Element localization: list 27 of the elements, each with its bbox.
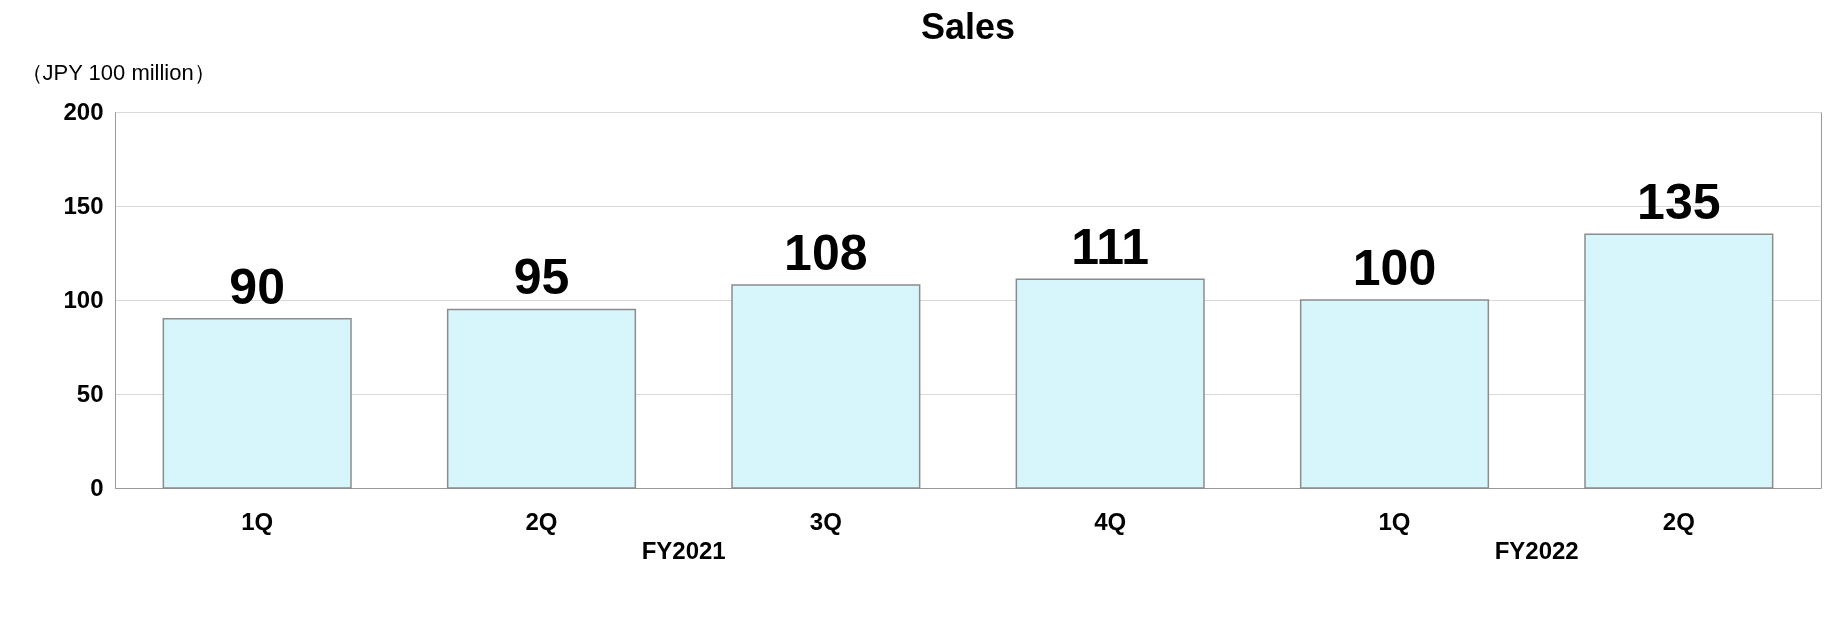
- data-label: 100: [1352, 240, 1437, 296]
- data-label: 108: [784, 224, 868, 281]
- x-tick-label: 2Q: [1662, 507, 1695, 535]
- data-label: 111: [1071, 219, 1150, 276]
- text: FY2022: [1494, 537, 1579, 564]
- bar: [1015, 278, 1205, 489]
- y-tick-label: 50: [76, 379, 104, 407]
- bar: [731, 284, 921, 489]
- bar: [446, 308, 637, 489]
- text: FY2021: [641, 537, 726, 564]
- data-label: 95: [513, 249, 570, 306]
- x-tick-label: 1Q: [1378, 507, 1411, 535]
- data-label: 90: [229, 258, 285, 315]
- bar: [1299, 299, 1490, 489]
- x-tick-label: 2Q: [525, 507, 558, 535]
- y-tick-label: 150: [63, 191, 104, 219]
- x-tick-label: 3Q: [809, 507, 842, 535]
- bar: [162, 318, 352, 489]
- x-tick-label: 1Q: [241, 507, 274, 535]
- bar: [1584, 233, 1774, 489]
- data-label: 135: [1637, 174, 1721, 231]
- x-tick-label: 4Q: [1094, 507, 1127, 535]
- y-tick-label: 200: [63, 97, 104, 125]
- y-tick-label: 0: [90, 473, 104, 501]
- y-tick-label: 100: [63, 285, 104, 313]
- y-axis-title: （JPY 100 million）: [20, 59, 216, 85]
- chart-title: Sales: [920, 6, 1016, 47]
